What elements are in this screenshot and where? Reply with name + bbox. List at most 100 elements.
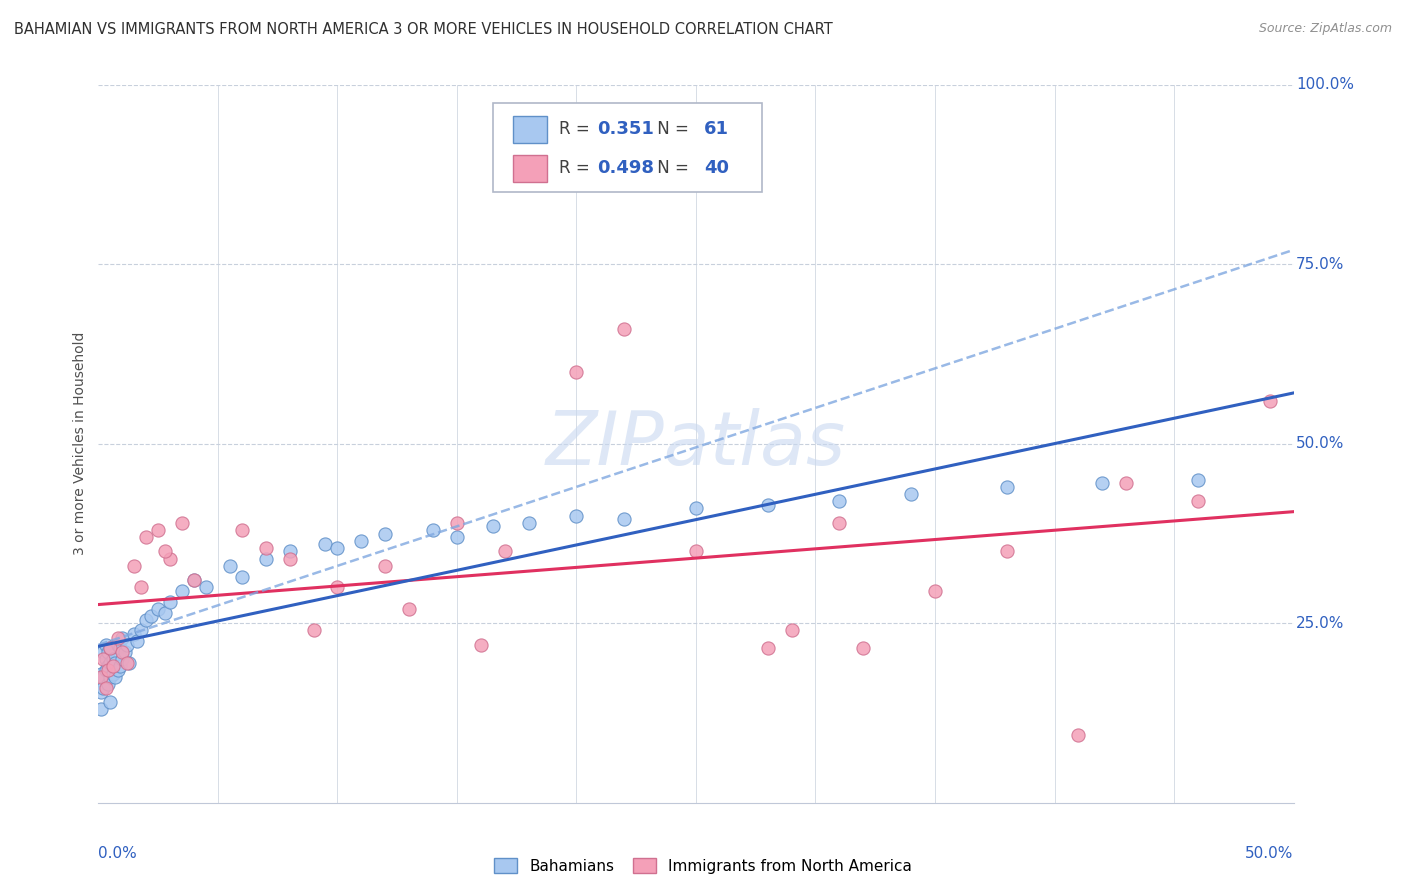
Point [254, 541, 277, 555]
Text: BAHAMIAN VS IMMIGRANTS FROM NORTH AMERICA 3 OR MORE VEHICLES IN HOUSEHOLD CORREL: BAHAMIAN VS IMMIGRANTS FROM NORTH AMERIC… [14, 22, 832, 37]
Point [94, 652, 117, 666]
Point [172, 516, 194, 530]
Point [107, 638, 129, 652]
Text: R =: R = [558, 159, 595, 178]
Point [101, 652, 124, 666]
Point [90, 670, 112, 684]
Point [155, 544, 177, 558]
Point [995, 544, 1018, 558]
Point [124, 558, 146, 573]
Text: R =: R = [558, 120, 595, 138]
Point [124, 627, 146, 641]
Point [90, 666, 112, 681]
Point [1115, 476, 1137, 491]
Text: 0.351: 0.351 [596, 120, 654, 138]
Point [195, 581, 218, 595]
Point [98, 641, 122, 656]
Point [565, 508, 588, 523]
Point [90, 702, 112, 716]
Point [924, 584, 946, 599]
Point [97, 645, 120, 659]
Point [1091, 476, 1114, 491]
Point [374, 558, 396, 573]
Point [350, 533, 373, 548]
Text: N =: N = [652, 159, 695, 178]
Point [159, 595, 181, 609]
Point [94, 663, 117, 677]
Point [613, 322, 636, 336]
Legend: Bahamians, Immigrants from North America: Bahamians, Immigrants from North America [488, 852, 918, 880]
Point [148, 602, 170, 616]
Point [756, 498, 779, 512]
Point [481, 519, 505, 533]
Point [135, 613, 157, 627]
Point [756, 641, 779, 656]
Y-axis label: 3 or more Vehicles in Household: 3 or more Vehicles in Household [73, 332, 87, 556]
Point [94, 638, 117, 652]
FancyBboxPatch shape [513, 116, 547, 143]
Point [125, 634, 148, 648]
Point [172, 584, 194, 599]
Point [517, 516, 540, 530]
Point [494, 544, 516, 558]
Point [101, 659, 124, 673]
Point [852, 641, 875, 656]
Point [155, 606, 177, 620]
Text: 75.0%: 75.0% [1296, 257, 1344, 272]
Point [613, 512, 636, 526]
Point [326, 581, 349, 595]
Text: 50.0%: 50.0% [1296, 436, 1344, 451]
Point [1187, 494, 1209, 508]
Point [219, 558, 242, 573]
Point [131, 624, 153, 638]
Point [900, 487, 922, 501]
Point [107, 663, 129, 677]
Point [828, 494, 851, 508]
Point [131, 581, 153, 595]
Point [101, 666, 124, 681]
Text: 0.0%: 0.0% [98, 846, 138, 861]
Point [98, 695, 122, 709]
Point [1187, 473, 1209, 487]
Point [565, 365, 588, 379]
Point [398, 602, 420, 616]
Point [446, 516, 468, 530]
Point [139, 609, 162, 624]
Point [97, 663, 120, 677]
Point [326, 541, 349, 555]
Point [302, 624, 325, 638]
FancyBboxPatch shape [513, 154, 547, 182]
Point [470, 638, 492, 652]
Point [108, 659, 131, 673]
Point [231, 569, 253, 583]
Point [97, 677, 120, 691]
Point [159, 551, 181, 566]
Point [104, 656, 127, 670]
Point [91, 670, 114, 684]
Text: 50.0%: 50.0% [1246, 846, 1294, 861]
Text: 61: 61 [704, 120, 730, 138]
Point [1258, 393, 1281, 408]
Point [278, 551, 301, 566]
Point [91, 645, 114, 659]
Point [91, 652, 114, 666]
Point [446, 530, 468, 544]
FancyBboxPatch shape [494, 103, 762, 193]
Text: 40: 40 [704, 159, 730, 178]
Point [685, 544, 707, 558]
Point [98, 641, 122, 656]
Point [231, 523, 253, 537]
Point [315, 537, 337, 551]
Point [148, 523, 170, 537]
Text: Source: ZipAtlas.com: Source: ZipAtlas.com [1258, 22, 1392, 36]
Point [91, 681, 114, 695]
Text: N =: N = [652, 120, 695, 138]
Point [111, 645, 134, 659]
Point [135, 530, 157, 544]
Text: 100.0%: 100.0% [1296, 78, 1354, 92]
Point [98, 656, 122, 670]
Point [1067, 728, 1090, 742]
Point [278, 544, 301, 558]
Point [183, 573, 205, 587]
Point [114, 645, 136, 659]
